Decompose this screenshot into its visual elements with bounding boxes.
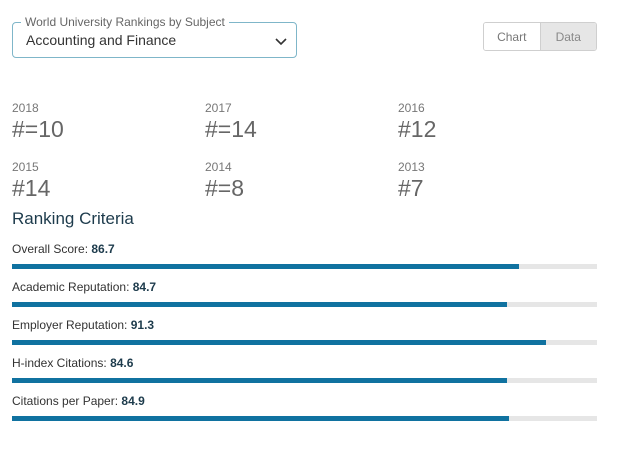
ranking-year: 2016 <box>398 101 425 115</box>
criterion-score: 84.9 <box>121 394 145 408</box>
score-bar-fill <box>12 340 547 345</box>
ranking-2013: 2013 #7 <box>398 160 578 201</box>
criterion-academic-reputation: Academic Reputation: 84.7 <box>12 280 597 312</box>
score-bar-fill <box>12 416 509 421</box>
criterion-score: 86.7 <box>91 242 115 256</box>
ranking-2018: 2018 #=10 <box>12 101 192 142</box>
criterion-employer-reputation: Employer Reputation: 91.3 <box>12 318 597 350</box>
criterion-label: Overall Score: <box>12 242 89 256</box>
ranking-2014: 2014 #=8 <box>205 160 385 201</box>
score-bar-track <box>12 340 597 345</box>
criterion-label: Employer Reputation: <box>12 318 128 332</box>
data-view-button[interactable]: Data <box>539 23 596 50</box>
chevron-down-icon <box>275 38 287 46</box>
ranking-value: #12 <box>398 116 437 142</box>
score-bar-track <box>12 378 597 383</box>
score-bar-fill <box>12 378 507 383</box>
criterion-label: Academic Reputation: <box>12 280 130 294</box>
ranking-year: 2013 <box>398 160 425 174</box>
ranking-value: #14 <box>12 175 51 201</box>
criterion-label: H-index Citations: <box>12 356 107 370</box>
ranking-2015: 2015 #14 <box>12 160 192 201</box>
criterion-score: 84.6 <box>110 356 134 370</box>
subject-select[interactable]: World University Rankings by Subject Acc… <box>12 15 297 58</box>
criterion-h-index-citations: H-index Citations: 84.6 <box>12 356 597 388</box>
criterion-score: 91.3 <box>130 318 155 332</box>
score-bar-track <box>12 264 597 269</box>
score-bar-fill <box>12 264 520 269</box>
criterion-overall-score: Overall Score: 86.7 <box>12 242 597 274</box>
ranking-year: 2015 <box>12 160 39 174</box>
score-bar-track <box>12 416 597 421</box>
chart-view-button[interactable]: Chart <box>484 23 540 50</box>
ranking-2017: 2017 #=14 <box>205 101 385 142</box>
ranking-value: #=14 <box>205 116 257 142</box>
subject-select-legend: World University Rankings by Subject <box>21 15 229 29</box>
criterion-label: Citations per Paper: <box>12 394 119 408</box>
ranking-year: 2017 <box>205 101 232 115</box>
ranking-2016: 2016 #12 <box>398 101 578 142</box>
ranking-value: #7 <box>398 175 424 201</box>
criterion-score: 84.7 <box>132 280 157 294</box>
ranking-value: #=10 <box>12 116 64 142</box>
view-toggle: Chart Data <box>483 22 597 51</box>
criterion-citations-per-paper: Citations per Paper: 84.9 <box>12 394 597 426</box>
score-bar-track <box>12 302 597 307</box>
score-bar-fill <box>12 302 508 307</box>
ranking-criteria-title: Ranking Criteria <box>12 209 134 228</box>
subject-select-value: Accounting and Finance <box>26 32 177 48</box>
ranking-value: #=8 <box>205 175 245 201</box>
ranking-year: 2018 <box>12 101 39 115</box>
ranking-year: 2014 <box>205 160 232 174</box>
